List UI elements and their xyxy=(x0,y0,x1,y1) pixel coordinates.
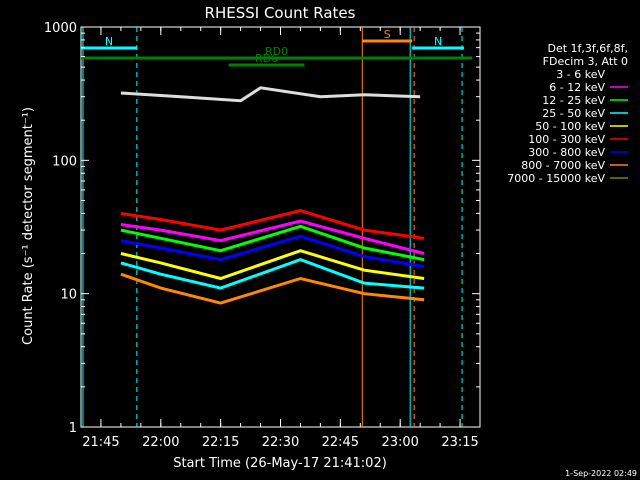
legend-item-label: 6 - 12 keV xyxy=(549,81,605,94)
series-line xyxy=(120,272,425,305)
series-line xyxy=(120,234,425,268)
y-tick-label: 1 xyxy=(69,421,77,436)
legend-item-label: 12 - 25 keV xyxy=(542,94,605,107)
x-tick-label: 22:30 xyxy=(262,435,299,450)
y-tick-label: 1000 xyxy=(44,21,77,36)
axes-layer: 21:45 22:00 22:15 22:30 22:45 23:00 23:15 1 10 10… xyxy=(44,21,481,450)
series-line xyxy=(120,219,425,255)
footer-timestamp: 1-Sep-2022 02:49 xyxy=(565,469,637,478)
series-layer xyxy=(120,86,425,305)
x-tick-label: 22:15 xyxy=(202,435,239,450)
y-axis-label: Count Rate (s⁻¹ detector segment⁻¹) xyxy=(21,107,36,345)
series-line xyxy=(120,224,425,262)
annotation-label: RD6 xyxy=(255,52,278,65)
annotation-label: S xyxy=(384,28,391,41)
annotation-label: RD0 xyxy=(265,45,288,58)
legend-header-line-2: FDecim 3, Att 0 xyxy=(543,55,628,68)
annotation-label: N xyxy=(105,35,113,48)
legend: Det 1f,3f,6f,8f, FDecim 3, Att 0 3 - 6 k… xyxy=(507,42,628,185)
series-line xyxy=(120,249,425,281)
x-tick-label: 21:45 xyxy=(82,435,119,450)
x-axis-label: Start Time (26-May-17 21:41:02) xyxy=(173,456,387,471)
y-tick-label: 10 xyxy=(60,288,77,303)
legend-item-label: 25 - 50 keV xyxy=(542,107,605,120)
x-tick-label: 22:00 xyxy=(142,435,179,450)
annotation-label: N xyxy=(434,35,442,48)
legend-item-label: 7000 - 15000 keV xyxy=(507,172,605,185)
series-line xyxy=(120,209,425,240)
legend-item-label: 100 - 300 keV xyxy=(528,133,605,146)
legend-item-label: 3 - 6 keV xyxy=(556,68,605,81)
x-tick-label: 23:15 xyxy=(441,435,478,450)
chart-title: RHESSI Count Rates xyxy=(205,4,356,22)
legend-item-label: 800 - 7000 keV xyxy=(521,159,605,172)
x-tick-label: 22:45 xyxy=(322,435,359,450)
legend-item-label: 300 - 800 keV xyxy=(528,146,605,159)
y-tick-label: 100 xyxy=(52,154,77,169)
legend-item-label: 50 - 100 keV xyxy=(535,120,605,133)
series-line xyxy=(120,258,425,290)
legend-header-line-1: Det 1f,3f,6f,8f, xyxy=(547,42,628,55)
x-tick-label: 23:00 xyxy=(381,435,418,450)
series-line xyxy=(120,86,421,103)
